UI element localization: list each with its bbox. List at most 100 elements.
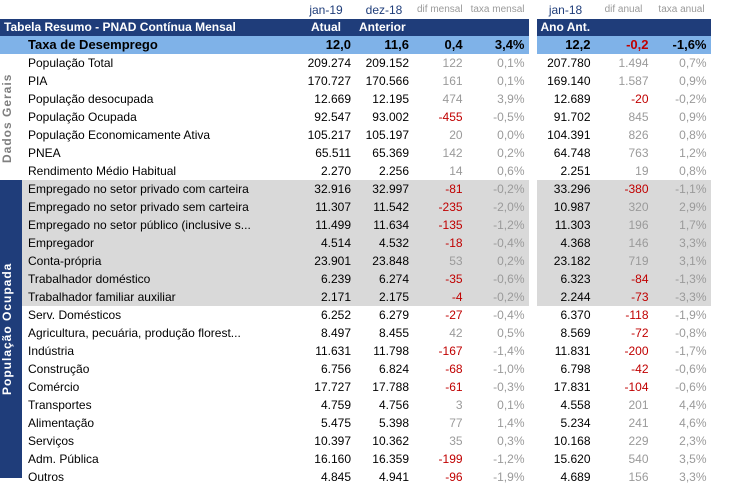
table-row[interactable]: Empregador 4.514 4.532 -18 -0,4% 4.368 146 3,3% [0, 234, 711, 252]
cell-ano-ant: 6.370 [560, 308, 591, 322]
cell-taxa-mensal: -1,9% [493, 470, 525, 484]
table-row[interactable]: Agricultura, pecuária, produção florest.… [0, 324, 711, 342]
cell-ano-ant: 11.831 [554, 344, 591, 358]
cell-atual: 2.171 [297, 288, 355, 306]
table-row[interactable]: Serv. Domésticos 6.252 6.279 -27 -0,4% 6.370 -… [0, 306, 711, 324]
cell-dif-anual: -104 [624, 380, 649, 394]
col-atual: Atual [297, 19, 355, 36]
row-label: PNEA [28, 146, 61, 160]
cell-dif-anual: -118 [625, 308, 649, 322]
row-label: Agricultura, pecuária, produção florest.… [28, 326, 241, 340]
cell-dif-anual: 540 [628, 452, 649, 466]
cell-taxa-mensal: -1,2% [493, 452, 525, 466]
cell-taxa-anual: 0,8% [679, 128, 707, 142]
cell-taxa-anual: -1,3% [652, 270, 711, 288]
cell-dif-mensal: -18 [413, 234, 467, 252]
cell-atual: 4.845 [320, 470, 351, 484]
cell-dif-mensal: -61 [445, 380, 463, 394]
cell-dif-mensal: 14 [449, 164, 463, 178]
table-row[interactable]: Comércio 17.727 17.788 -61 -0,3% 17.831 -104 -0… [0, 378, 711, 396]
cell-anterior: 2.175 [355, 288, 413, 306]
cell-dif-anual: 241 [628, 416, 649, 430]
cell-taxa-mensal: 0,1% [497, 398, 525, 412]
row-label: Empregado no setor privado sem carteira [24, 198, 297, 216]
table-row[interactable]: PIA 170.727 170.566 161 0,1% 169.140 1.587 0,9% [0, 72, 711, 90]
cell-atual: 10.397 [314, 434, 351, 448]
cell-ano-ant: 12.689 [553, 92, 591, 106]
cell-taxa-anual: 3,1% [652, 252, 711, 270]
table-row[interactable]: Trabalhador doméstico 6.239 6.274 -35 -0,6% 6… [0, 270, 711, 288]
table-row[interactable]: PNEA 65.511 65.369 142 0,2% 64.748 763 1,2% [0, 144, 711, 162]
cell-ano-ant: 4.689 [560, 470, 591, 484]
row-label: Transportes [28, 398, 92, 412]
cell-dif-anual: 19 [635, 164, 649, 178]
cell-taxa-anual: 2,9% [652, 198, 711, 216]
row-label: Outros [28, 470, 65, 484]
cell-dif-mensal: -199 [438, 452, 463, 466]
cell-taxa-anual: -1,9% [675, 308, 707, 322]
cell-dif-anual: -20 [631, 92, 649, 106]
table-row[interactable]: Construção 6.756 6.824 -68 -1,0% 6.798 -42 -0,6… [0, 360, 711, 378]
col-ano-ant: Ano Ant. [536, 19, 711, 36]
table-row[interactable]: Indústria 11.631 11.798 -167 -1,4% 11.831 -200… [0, 342, 711, 360]
cell-dif-mensal: 161 [442, 74, 463, 88]
cell-atual: 170.727 [307, 74, 351, 88]
cell-dif-mensal: 20 [449, 128, 463, 142]
cell-ano-ant: 17.831 [553, 380, 591, 394]
cell-atual: 23.901 [297, 252, 355, 270]
table-row[interactable]: Empregado no setor público (inclusive s.… [0, 216, 711, 234]
cell-anterior: 93.002 [372, 110, 409, 124]
table-row[interactable]: Empregado no setor privado com carteira 3… [0, 180, 711, 198]
cell-taxa-mensal: 0,3% [497, 434, 525, 448]
cell-taxa-mensal: 0,0% [497, 128, 525, 142]
cell-dif-anual: -0,2 [594, 36, 653, 54]
cell-ano-ant: 8.569 [560, 326, 591, 340]
row-label: Serv. Domésticos [28, 308, 122, 322]
cell-dif-anual: -84 [594, 270, 653, 288]
cell-anterior: 105.197 [365, 128, 409, 142]
cell-atual: 6.252 [320, 308, 351, 322]
table-row[interactable]: Alimentação 5.475 5.398 77 1,4% 5.234 241 4,6% [0, 414, 711, 432]
table-row[interactable]: População desocupada 12.669 12.195 474 3,9% 1… [0, 90, 711, 108]
cell-taxa-mensal: 0,2% [497, 146, 525, 160]
cell-dif-mensal: 122 [442, 56, 463, 70]
cell-ano-ant: 64.748 [553, 146, 591, 160]
table-row[interactable]: População Total 209.274 209.152 122 0,1% 207.… [0, 54, 711, 72]
table-title: Tabela Resumo - PNAD Contínua Mensal [0, 19, 297, 36]
cell-anterior: 209.152 [365, 56, 409, 70]
table-row[interactable]: Outros 4.845 4.941 -96 -1,9% 4.689 156 3,3% [0, 468, 711, 486]
cell-taxa-anual: -0,6% [675, 362, 707, 376]
row-label: Comércio [28, 380, 80, 394]
cell-taxa-anual: 4,4% [679, 398, 707, 412]
cell-dif-mensal: -235 [413, 198, 467, 216]
table-row[interactable]: Adm. Pública 16.160 16.359 -199 -1,2% 15.620 5… [0, 450, 711, 468]
cell-dif-anual: 146 [594, 234, 653, 252]
table-row[interactable]: População Ocupada 92.547 93.002 -455 -0,5% 91… [0, 108, 711, 126]
header-date-ano-ant: jan-18 [548, 2, 583, 17]
cell-atual: 11.307 [297, 198, 355, 216]
table-row[interactable]: Trabalhador familiar auxiliar 2.171 2.175-… [0, 288, 711, 306]
table-row[interactable]: Conta-própria 23.901 23.848 53 0,2% 23.182 719… [0, 252, 711, 270]
row-label: População Ocupada [28, 110, 137, 124]
cell-dif-mensal: 142 [442, 146, 463, 160]
table-row[interactable]: Serviços 10.397 10.362 35 0,3% 10.168 229 2,3% [0, 432, 711, 450]
cell-atual: 4.759 [320, 398, 351, 412]
cell-atual: 6.239 [297, 270, 355, 288]
cell-taxa-mensal: -1,2% [466, 216, 529, 234]
row-label: Alimentação [28, 416, 95, 430]
cell-anterior: 10.362 [372, 434, 409, 448]
table-row[interactable]: População Economicamente Ativa 105.217 105… [0, 126, 711, 144]
table-row[interactable]: Transportes 4.759 4.756 3 0,1% 4.558 201 4,4% [0, 396, 711, 414]
cell-taxa-mensal: 1,4% [497, 416, 525, 430]
cell-atual: 4.514 [297, 234, 355, 252]
taxa-desemprego-row[interactable]: Taxa de Desemprego 12,0 11,6 0,4 3,4% 12… [0, 36, 711, 54]
cell-atual: 6.756 [320, 362, 351, 376]
table-row[interactable]: Empregado no setor privado sem carteira 1… [0, 198, 711, 216]
cell-atual: 12.669 [314, 92, 351, 106]
cell-ano-ant: 10.987 [536, 198, 595, 216]
cell-taxa-anual: -0,8% [675, 326, 707, 340]
cell-anterior: 170.566 [365, 74, 409, 88]
table-row[interactable]: Rendimento Médio Habitual 2.270 2.256 14 0,6… [0, 162, 711, 180]
cell-dif-anual: 826 [628, 128, 649, 142]
